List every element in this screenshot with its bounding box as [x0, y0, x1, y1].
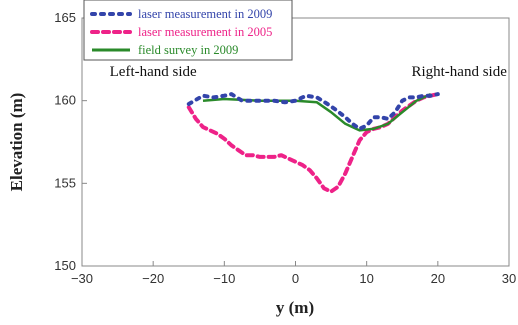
x-tick-label: 20 [431, 271, 445, 286]
legend-entry-laser-2005: laser measurement in 2005 [138, 25, 272, 39]
y-tick-label: 155 [54, 175, 76, 190]
legend-entry-field-2009: field survey in 2009 [138, 43, 238, 57]
y-axis-label: Elevation (m) [7, 93, 26, 192]
x-tick-label: −20 [142, 271, 164, 286]
series-line-laser-2009 [186, 92, 440, 131]
x-axis-label: y (m) [276, 298, 314, 317]
x-tick-label: 0 [292, 271, 299, 286]
legend-entry-laser-2009: laser measurement in 2009 [138, 7, 272, 21]
y-tick-label: 160 [54, 93, 76, 108]
x-tick-label: −10 [213, 271, 235, 286]
annotation-left-hand-side: Left-hand side [110, 64, 197, 80]
x-tick-label: −30 [71, 271, 93, 286]
series-line-laser-2005 [186, 92, 440, 194]
y-tick-label: 165 [54, 10, 76, 25]
y-tick-label: 150 [54, 258, 76, 273]
annotation-right-hand-side: Right-hand side [411, 64, 507, 80]
x-tick-label: 10 [359, 271, 373, 286]
x-tick-label: 30 [502, 271, 516, 286]
legend: laser measurement in 2009 laser measurem… [83, 0, 293, 61]
